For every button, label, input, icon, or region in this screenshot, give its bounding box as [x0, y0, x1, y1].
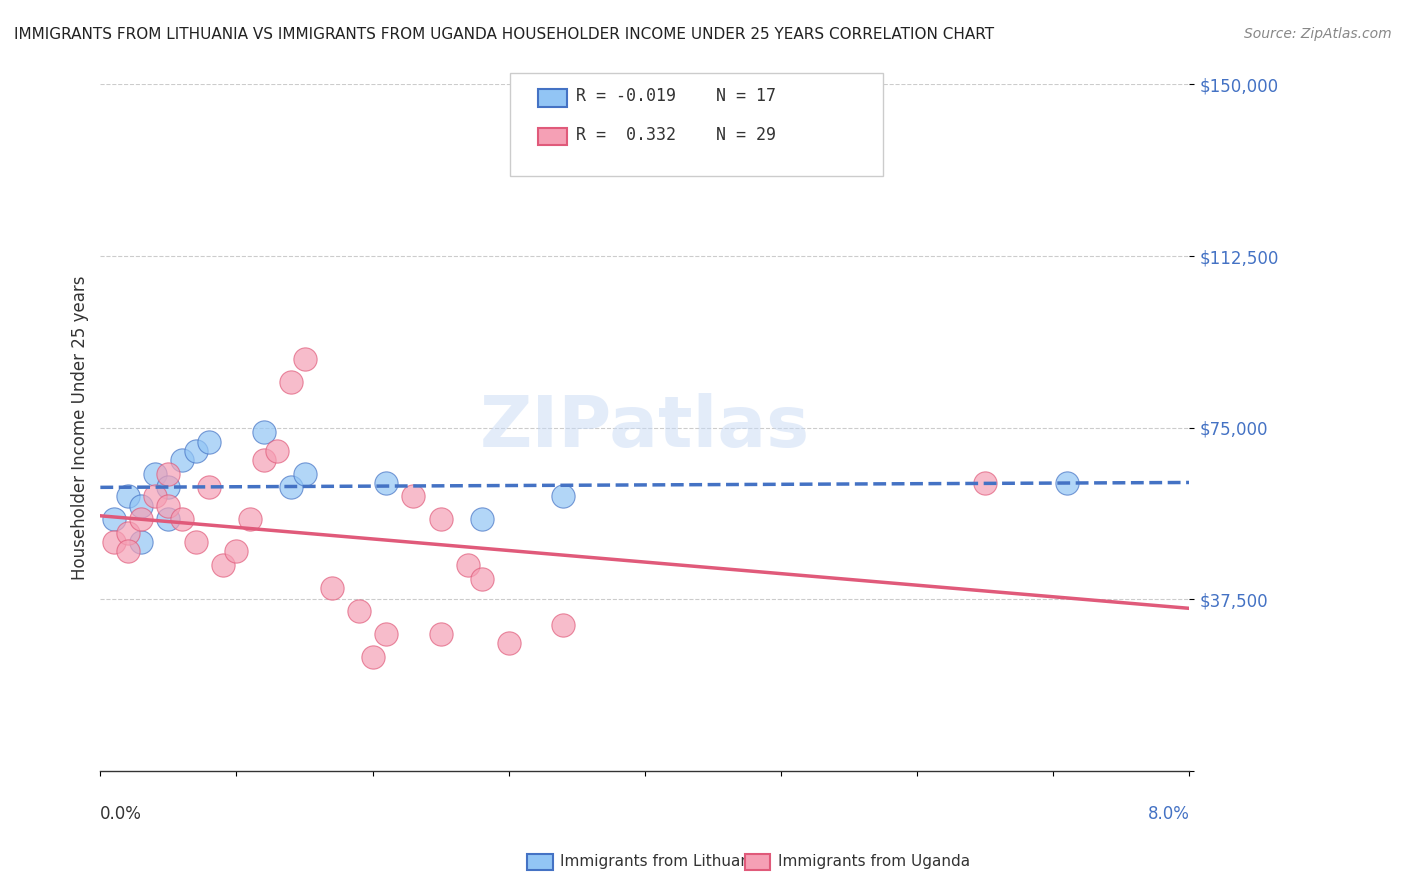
Point [280, 480, 302, 494]
Point [375, 627, 398, 641]
Text: R = -0.019    N = 17: R = -0.019 N = 17 [576, 87, 776, 105]
Point [170, 512, 193, 526]
Point [143, 490, 166, 504]
Point [253, 425, 276, 440]
Point [553, 490, 575, 504]
Point [266, 443, 288, 458]
Point [253, 453, 276, 467]
Point [553, 617, 575, 632]
Point [157, 480, 180, 494]
Point [974, 475, 997, 490]
Point [157, 499, 180, 513]
Text: 8.0%: 8.0% [1147, 805, 1189, 823]
Point [170, 453, 193, 467]
Point [157, 467, 180, 481]
Point [117, 544, 139, 558]
Point [294, 467, 316, 481]
Point [429, 512, 451, 526]
Text: Immigrants from Uganda: Immigrants from Uganda [778, 855, 970, 869]
Text: ZIPatlas: ZIPatlas [479, 393, 810, 462]
Point [143, 467, 166, 481]
Point [361, 649, 384, 664]
Point [129, 499, 152, 513]
Point [117, 490, 139, 504]
Point [457, 558, 479, 573]
Point [198, 480, 221, 494]
Point [347, 604, 370, 618]
Point [157, 512, 180, 526]
Point [129, 512, 152, 526]
Point [212, 558, 235, 573]
Point [470, 512, 492, 526]
Point [225, 544, 247, 558]
Point [429, 627, 451, 641]
Point [280, 375, 302, 389]
Point [239, 512, 262, 526]
Point [321, 581, 343, 595]
Point [1056, 475, 1078, 490]
Point [117, 526, 139, 541]
Point [470, 572, 492, 586]
Point [402, 490, 425, 504]
Text: Source: ZipAtlas.com: Source: ZipAtlas.com [1244, 27, 1392, 41]
Point [129, 535, 152, 549]
Text: Immigrants from Lithuania: Immigrants from Lithuania [560, 855, 763, 869]
Y-axis label: Householder Income Under 25 years: Householder Income Under 25 years [72, 276, 89, 580]
Text: 0.0%: 0.0% [100, 805, 142, 823]
Point [294, 352, 316, 367]
Point [198, 434, 221, 449]
Point [103, 535, 125, 549]
Text: R =  0.332    N = 29: R = 0.332 N = 29 [576, 126, 776, 144]
Point [498, 636, 520, 650]
Text: IMMIGRANTS FROM LITHUANIA VS IMMIGRANTS FROM UGANDA HOUSEHOLDER INCOME UNDER 25 : IMMIGRANTS FROM LITHUANIA VS IMMIGRANTS … [14, 27, 994, 42]
Point [103, 512, 125, 526]
Point [184, 535, 207, 549]
Point [184, 443, 207, 458]
Point [375, 475, 398, 490]
